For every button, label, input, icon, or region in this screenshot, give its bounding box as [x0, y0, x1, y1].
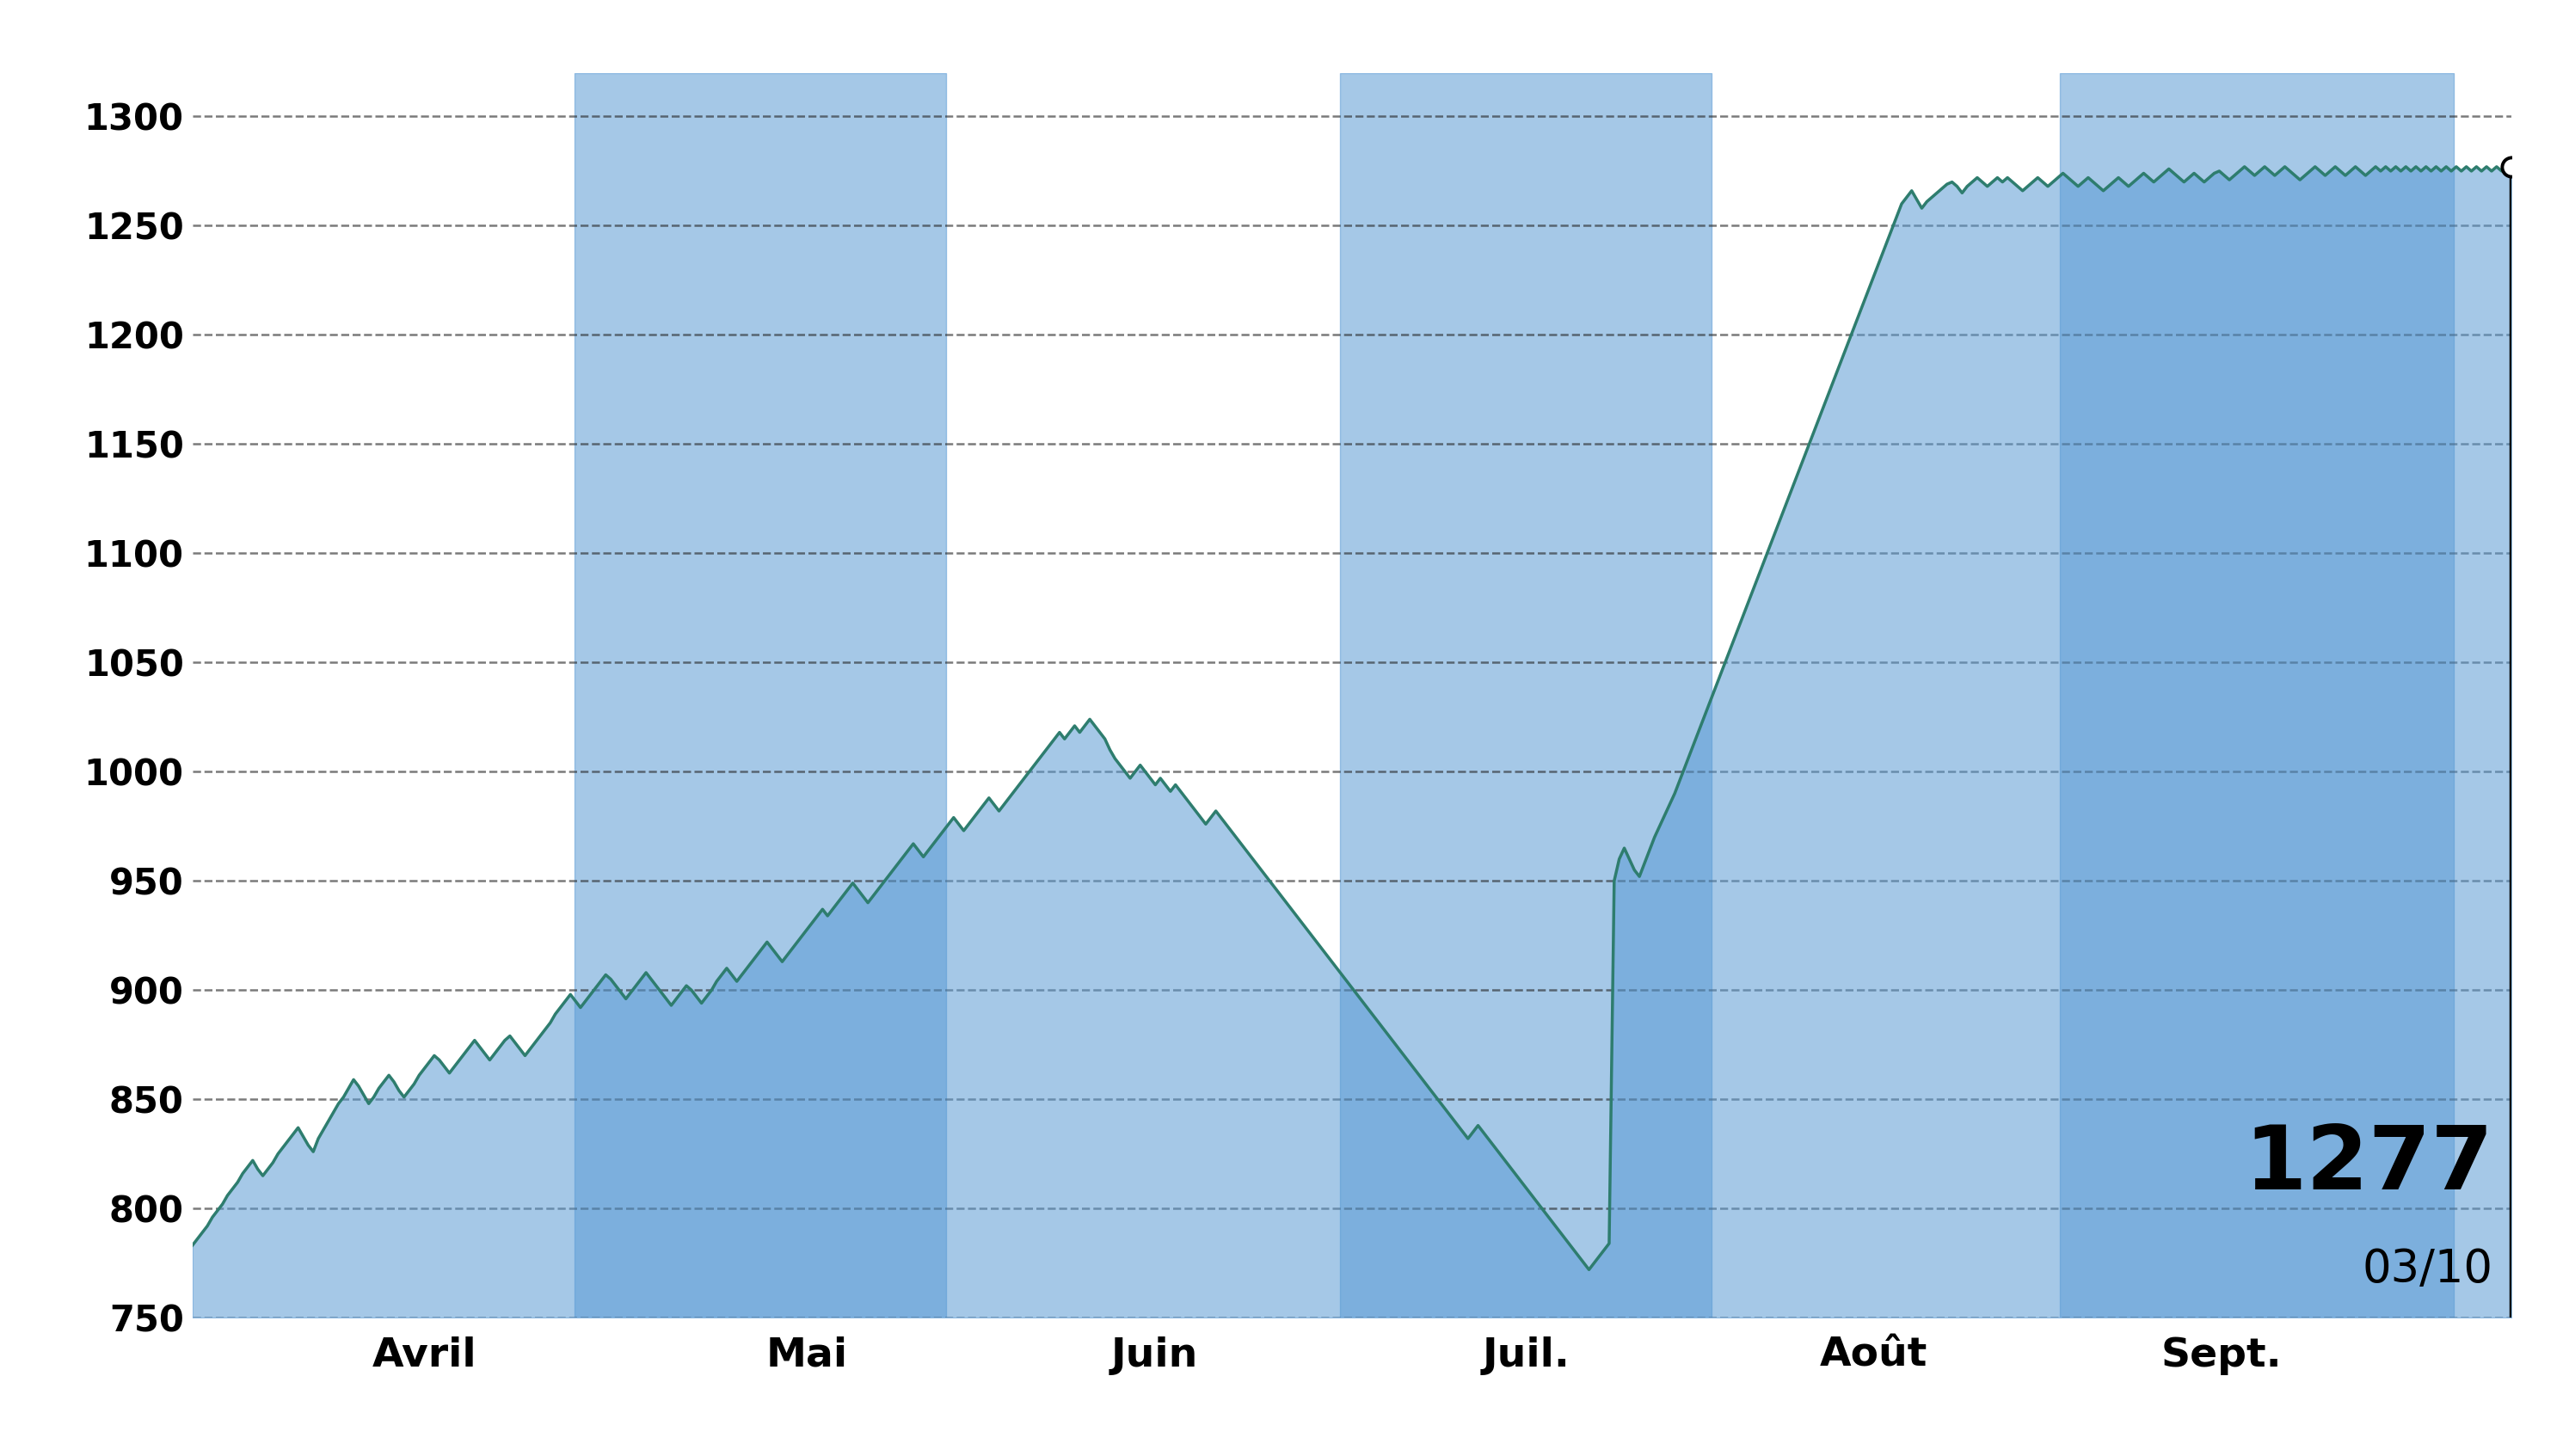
- Text: 1277: 1277: [2245, 1121, 2494, 1208]
- Bar: [1340, 73, 1712, 1318]
- Text: Britvic PLC: Britvic PLC: [1018, 17, 1545, 102]
- Bar: [574, 73, 946, 1318]
- Text: 03/10: 03/10: [2363, 1248, 2494, 1291]
- Bar: [2061, 73, 2453, 1318]
